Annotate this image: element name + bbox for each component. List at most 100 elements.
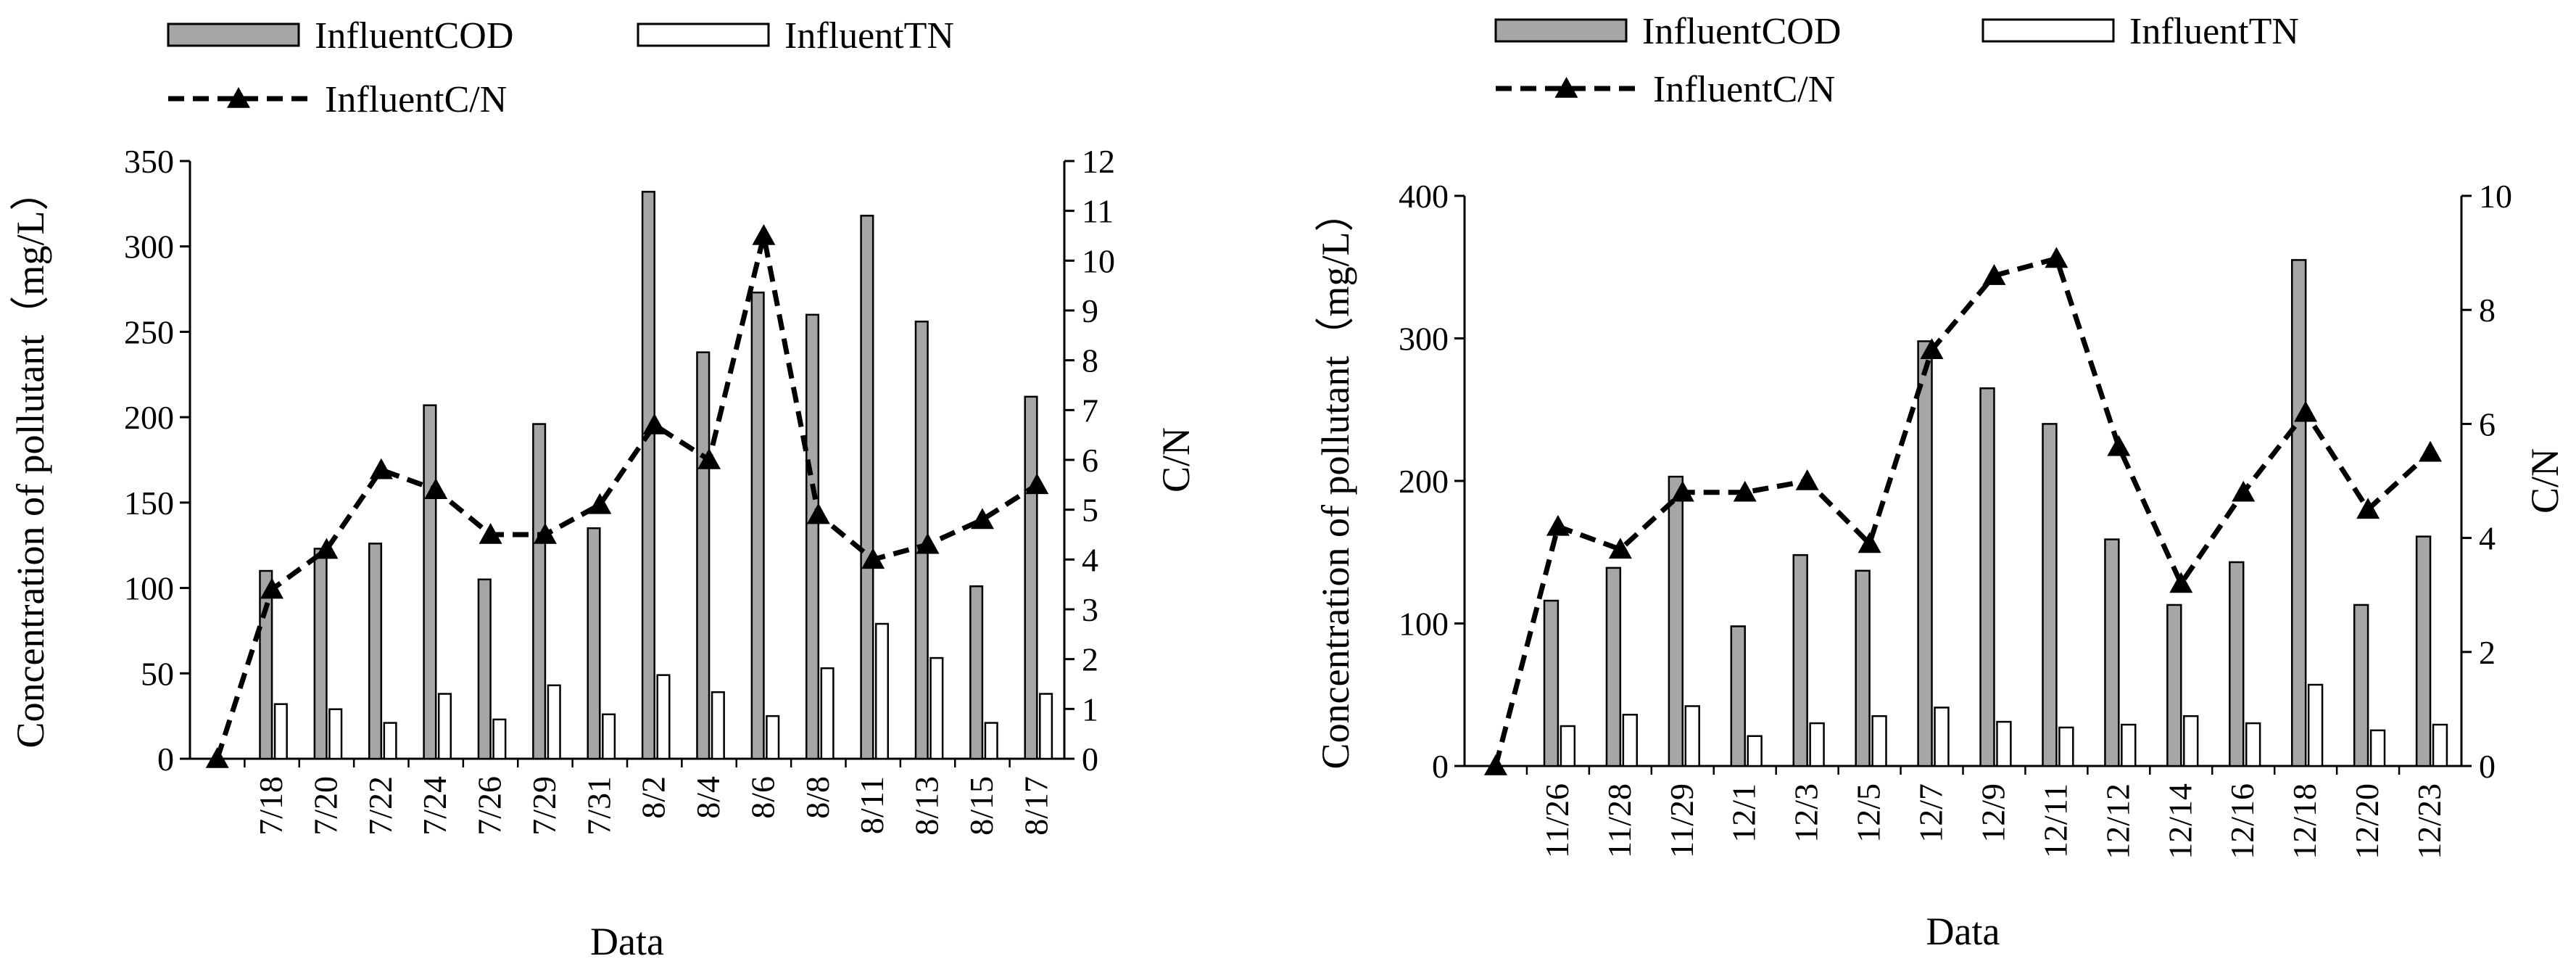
bar-cod: [969, 585, 984, 760]
cn-marker: [697, 448, 721, 469]
y-tick-label: 50: [141, 655, 174, 692]
bar-cod: [641, 191, 655, 760]
y2-tick-label: 11: [1082, 193, 1114, 230]
bar-tn: [273, 703, 288, 760]
cn-marker: [2232, 480, 2256, 502]
y-tick-label: 100: [124, 570, 174, 607]
cn-marker: [588, 493, 612, 514]
x-tick-label: 12/23: [2411, 783, 2448, 860]
cn-line: [1493, 255, 2432, 767]
bar-cod: [2229, 561, 2245, 767]
x-tick-label: 8/15: [963, 776, 1000, 836]
bar-cod: [2353, 604, 2369, 767]
legend-swatch-tn: [1981, 18, 2115, 43]
legend-label-tn: InfluentTN: [784, 15, 954, 57]
y2-tick-label: 0: [2479, 748, 2496, 785]
y2-tick-label: 7: [1082, 392, 1098, 429]
bar-cod: [368, 543, 383, 760]
x-tick-label: 12/1: [1726, 783, 1763, 843]
cn-marker: [1546, 514, 1570, 536]
x-tick-label: 11/29: [1663, 783, 1700, 858]
y2-tick-label: 8: [2479, 292, 2496, 329]
y2-tick-label: 9: [1082, 292, 1098, 329]
y-tick-label: 200: [124, 399, 174, 436]
x-tick-label: 8/8: [799, 776, 836, 819]
x-tick-label: 12/3: [1788, 783, 1825, 843]
cn-marker: [916, 532, 940, 554]
cn-marker: [2169, 572, 2193, 593]
x-tick-label: 7/24: [416, 776, 453, 836]
y-axis-title: Concentration of pollutant（mg/L）: [1314, 193, 1357, 770]
y2-tick-label: 3: [1082, 591, 1098, 628]
y-tick-label: 300: [1399, 321, 1449, 358]
bar-cod: [1024, 395, 1038, 760]
bar-cod: [2104, 538, 2120, 767]
legend-label-cn: InfluentC/N: [325, 79, 507, 120]
y2-tick-label: 6: [2479, 405, 2496, 442]
bar-cod: [1979, 387, 1995, 767]
x-tick-label: 8/11: [853, 776, 890, 834]
bar-cod: [1792, 553, 1808, 767]
bar-tn: [1809, 722, 1825, 767]
cn-marker: [970, 508, 994, 530]
cn-marker: [806, 503, 830, 524]
legend-swatch-cod: [167, 22, 300, 47]
y-tick-label: 300: [124, 228, 174, 265]
cn-marker: [752, 224, 776, 245]
cn-marker: [424, 478, 448, 499]
y2-tick-label: 4: [1082, 541, 1098, 578]
legend-swatch-tn: [637, 22, 770, 47]
x-tick-label: 12/12: [2099, 783, 2136, 860]
cn-marker: [642, 413, 666, 434]
legend-marker-cn: [227, 87, 250, 108]
cn-marker: [1483, 754, 1507, 775]
bar-tn: [766, 714, 780, 760]
bar-tn: [2369, 729, 2386, 767]
bar-cod: [1543, 599, 1560, 767]
bar-tn: [1622, 714, 1638, 767]
legend-label-tn: InfluentTN: [2129, 11, 2299, 52]
bar-cod: [750, 292, 765, 760]
y2-axis-title: C/N: [2523, 448, 2567, 514]
cn-marker: [2045, 247, 2068, 268]
bar-tn: [874, 622, 890, 760]
cn-marker: [1733, 480, 1757, 502]
y2-tick-label: 10: [2479, 178, 2512, 215]
legend: InfluentCOD InfluentTN InfluentC/N: [167, 15, 954, 120]
legend-label-cod: InfluentCOD: [1642, 11, 1841, 52]
bar-tn: [2058, 726, 2074, 767]
x-axis-title: Data: [590, 920, 664, 963]
cn-marker: [260, 577, 284, 599]
y-tick-label: 250: [124, 313, 174, 350]
y-tick-label: 0: [1432, 748, 1449, 785]
x-tick-label: 11/28: [1601, 783, 1638, 858]
x-tick-label: 8/4: [689, 776, 726, 819]
bar-cod: [696, 351, 711, 760]
x-tick-label: 8/2: [635, 776, 672, 819]
bar-cod: [2291, 259, 2307, 767]
bar-cod: [587, 527, 601, 760]
y-tick-label: 400: [1399, 178, 1449, 215]
bar-tn: [547, 684, 561, 760]
bar-tn: [929, 656, 944, 760]
bar-tn: [2307, 683, 2324, 767]
bar-tn: [383, 722, 397, 760]
y2-tick-label: 2: [2479, 634, 2496, 671]
cn-marker: [2294, 400, 2318, 422]
bar-tn: [492, 718, 507, 760]
y-tick-label: 150: [124, 485, 174, 522]
bar-cod: [1605, 567, 1622, 767]
x-tick-label: 7/22: [362, 776, 399, 836]
cn-marker: [1025, 473, 1049, 495]
y-tick-label: 0: [157, 741, 174, 778]
legend-marker-cn: [1554, 77, 1578, 98]
y2-tick-label: 0: [1082, 741, 1098, 778]
y2-tick-label: 12: [1082, 143, 1115, 180]
y2-axis-title: C/N: [1154, 427, 1198, 493]
bar-tn: [1039, 693, 1053, 760]
x-tick-label: 7/29: [526, 776, 563, 836]
bar-tn: [2432, 723, 2448, 767]
bar-tn: [1871, 714, 1887, 767]
